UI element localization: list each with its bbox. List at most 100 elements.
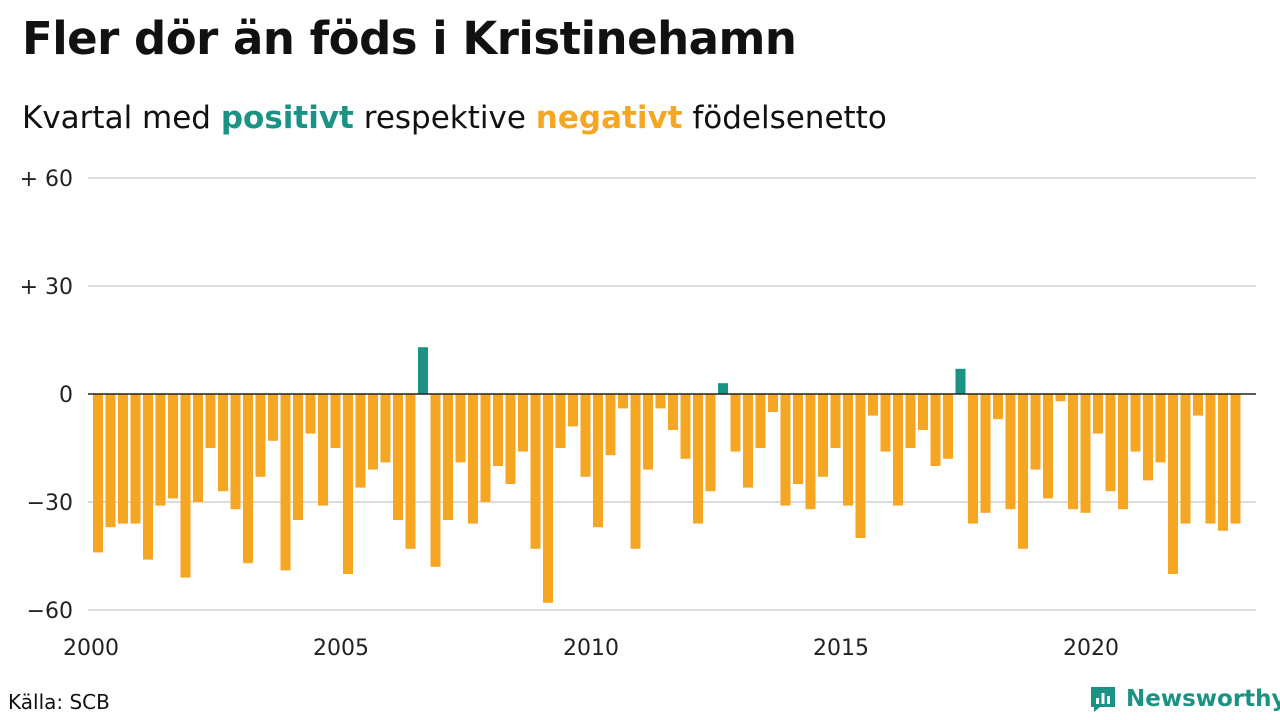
bar-negative — [1105, 394, 1116, 492]
bar-negative — [1118, 394, 1128, 510]
bar-negative — [1093, 394, 1103, 434]
y-tick-label: −30 — [27, 491, 73, 516]
bar-negative — [705, 394, 716, 492]
bar-negative — [505, 394, 516, 484]
bar-negative — [143, 394, 153, 560]
bar-negative — [105, 394, 116, 528]
bar-negative — [568, 394, 578, 427]
bar-negative — [380, 394, 391, 463]
bar-negative — [830, 394, 841, 448]
bar-negative — [943, 394, 953, 459]
bar-negative — [205, 394, 216, 448]
bar-negative — [630, 394, 641, 549]
bar-negative — [905, 394, 916, 448]
bar-negative — [1055, 394, 1066, 402]
bar-negative — [243, 394, 253, 564]
x-axis-labels: 2000 2005 2010 2015 2020 — [63, 636, 1119, 661]
bar-negative — [793, 394, 803, 484]
bar-negative — [643, 394, 653, 470]
bar-negative — [1080, 394, 1091, 513]
bar-negative — [1143, 394, 1153, 481]
bar-positive — [955, 368, 966, 394]
bar-negative — [855, 394, 866, 538]
bar-negative — [818, 394, 828, 477]
bar-negative — [655, 394, 666, 409]
x-tick-label: 2000 — [63, 636, 119, 661]
bar-negative — [780, 394, 791, 506]
bar-negative — [268, 394, 278, 441]
subtitle-prefix: Kvartal med — [22, 100, 211, 136]
bar-negative — [343, 394, 353, 574]
bar-negative — [280, 394, 291, 571]
subtitle-suffix: födelsenetto — [692, 100, 887, 136]
bar-negative — [555, 394, 566, 448]
bar-negative — [518, 394, 528, 452]
bar-negative — [543, 394, 553, 603]
newsworthy-logo[interactable]: Newsworthy — [1088, 684, 1280, 714]
subtitle-negative-word: negativt — [535, 100, 683, 136]
bar-negative — [430, 394, 441, 567]
bar-negative — [468, 394, 478, 524]
bar-negative — [318, 394, 328, 506]
bar-negative — [768, 394, 778, 412]
bar-negative — [443, 394, 453, 520]
bar-negative — [218, 394, 228, 492]
bar-negative — [1005, 394, 1016, 510]
subtitle-middle: respektive — [363, 100, 526, 136]
bar-negative — [118, 394, 128, 524]
bar-negative — [305, 394, 316, 434]
bar-negative — [868, 394, 878, 416]
x-tick-label: 2005 — [313, 636, 369, 661]
bar-negative — [580, 394, 591, 477]
bar-negative — [230, 394, 241, 510]
bar-negative — [743, 394, 753, 488]
chart-subtitle: Kvartal med positivt respektive negativt… — [22, 100, 887, 136]
bar-negative — [155, 394, 166, 506]
bar-negative — [1043, 394, 1053, 499]
bar-negative — [180, 394, 191, 578]
bar-negative — [455, 394, 466, 463]
bar-negative — [1205, 394, 1216, 524]
bar-negative — [930, 394, 941, 466]
bar-negative — [255, 394, 266, 477]
bar-negative — [668, 394, 678, 430]
newsworthy-logo-text: Newsworthy — [1126, 686, 1280, 712]
bar-negative — [918, 394, 928, 430]
bar-positive — [418, 347, 428, 394]
bar-negative — [893, 394, 903, 506]
bar-negative — [730, 394, 741, 452]
bar-negative — [980, 394, 991, 513]
chart-title: Fler dör än föds i Kristinehamn — [22, 12, 797, 65]
bar-negative — [1018, 394, 1028, 549]
bar-negative — [493, 394, 503, 466]
bar-positive — [718, 383, 728, 394]
bar-negative — [530, 394, 541, 549]
bar-negative — [968, 394, 978, 524]
y-axis-labels: + 60 + 30 0 −30 −60 — [20, 167, 73, 624]
bar-negative — [1030, 394, 1041, 470]
bar-negative — [480, 394, 491, 502]
subtitle-positive-word: positivt — [220, 100, 354, 136]
bar-negative — [93, 394, 103, 553]
bar-negative — [618, 394, 628, 409]
y-tick-label: 0 — [59, 383, 73, 408]
bar-negative — [393, 394, 403, 520]
bar-negative — [130, 394, 141, 524]
bar-negative — [693, 394, 703, 524]
bar-negative — [368, 394, 378, 470]
bars — [93, 347, 1241, 603]
bar-negative — [355, 394, 366, 488]
bar-negative — [168, 394, 178, 499]
bar-negative — [993, 394, 1003, 420]
bar-negative — [755, 394, 766, 448]
newsworthy-logo-icon — [1091, 687, 1115, 712]
bar-negative — [1068, 394, 1078, 510]
bar-negative — [405, 394, 416, 549]
bar-negative — [1230, 394, 1241, 524]
bar-negative — [193, 394, 203, 502]
bar-negative — [843, 394, 853, 506]
x-tick-label: 2010 — [563, 636, 619, 661]
bar-negative — [293, 394, 303, 520]
y-tick-label: −60 — [27, 599, 73, 624]
